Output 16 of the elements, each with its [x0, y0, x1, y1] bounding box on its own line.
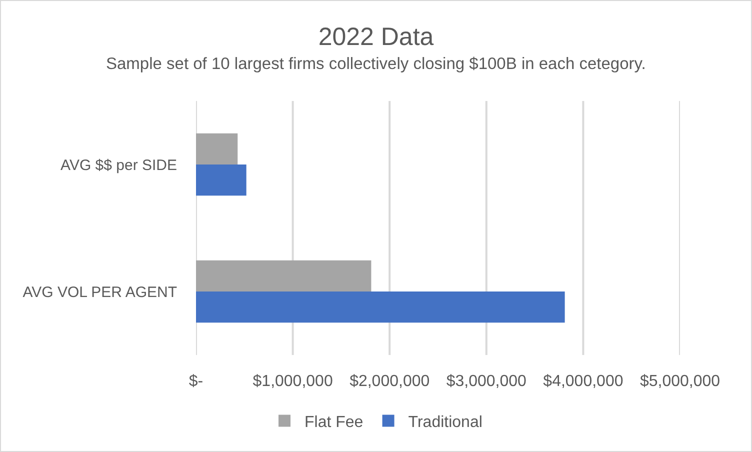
- legend-label: Traditional: [408, 414, 482, 431]
- x-tick-label: $3,000,000: [446, 373, 527, 390]
- bar: [196, 260, 372, 292]
- bar: [196, 133, 238, 164]
- x-tick-label: $1,000,000: [252, 373, 333, 390]
- y-tick-label: AVG VOL PER AGENT: [22, 284, 177, 301]
- x-tick-label: $4,000,000: [543, 373, 624, 390]
- chart-title: 2022 Data: [318, 22, 434, 51]
- x-tick-label: $2,000,000: [350, 373, 430, 390]
- bar: [196, 164, 246, 196]
- chart-subtitle: Sample set of 10 largest firms collectively closing $100B in each cetegory.: [106, 55, 646, 73]
- legend-label: Flat Fee: [304, 414, 364, 431]
- bar: [196, 292, 565, 323]
- x-tick-label: $5,000,000: [640, 373, 720, 390]
- y-tick-label: AVG $$ per SIDE: [60, 156, 177, 174]
- x-tick-label: $-: [188, 373, 204, 390]
